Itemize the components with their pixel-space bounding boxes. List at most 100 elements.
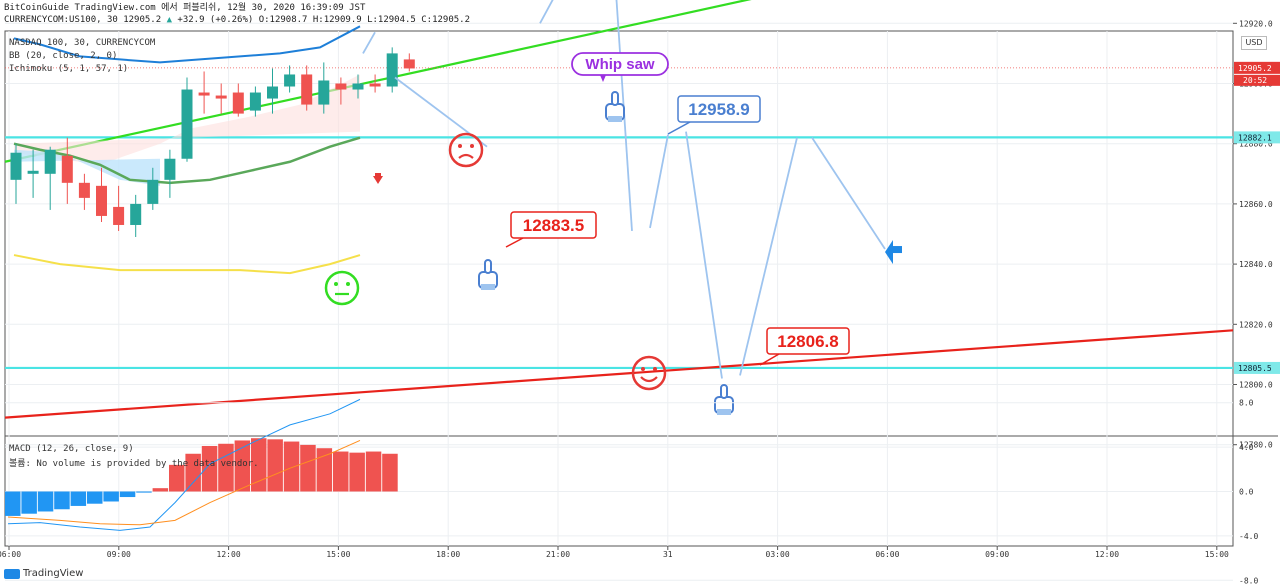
- cloud-area: [14, 74, 360, 165]
- label-12958: 12958.9: [667, 95, 761, 135]
- macd-line: [7, 398, 361, 531]
- macd-histogram-bar: [267, 439, 283, 492]
- publish-info: BitCoinGuide TradingView.com 에서 퍼블리쉬, 12…: [4, 3, 366, 13]
- confused-face-icon-eye: [458, 144, 462, 148]
- price-axis-label-text: 12882.1: [1238, 133, 1272, 142]
- candle-body: [352, 83, 364, 90]
- candle-body: [386, 53, 398, 87]
- up-triangle-icon: ▲: [166, 15, 172, 25]
- candle-body: [215, 95, 227, 99]
- candle-body: [164, 158, 176, 180]
- legend-ichimoku[interactable]: Ichimoku (5, 1, 57, 1): [9, 64, 129, 74]
- candle-body: [61, 155, 73, 183]
- y-tick-label: 12860.0: [1239, 200, 1273, 209]
- legend-bb[interactable]: BB (20, close, 2, 0): [9, 51, 118, 61]
- smiley-face-icon: [631, 355, 667, 391]
- x-tick-label: 12:00: [217, 550, 241, 559]
- down-arrow-icon: [373, 176, 383, 184]
- projection-arrow: [649, 134, 669, 229]
- label-12806-box: [766, 327, 850, 355]
- countdown-label: [1234, 74, 1280, 86]
- projection-arrow: [811, 137, 886, 250]
- neutral-face-icon-eye: [346, 282, 350, 286]
- candle-body: [284, 74, 296, 87]
- x-tick-label: 15:00: [1205, 550, 1229, 559]
- x-tick-label: 09:00: [107, 550, 131, 559]
- pointing-hand-icon: [611, 91, 619, 106]
- macd-histogram-bar: [234, 440, 251, 492]
- footer-brand-label: TradingView: [23, 568, 84, 579]
- price-axis-label: [1234, 131, 1280, 144]
- left-arrow-icon: [893, 246, 902, 254]
- macd-y-tick-label: -4.0: [1239, 532, 1258, 541]
- footer-brand[interactable]: TradingView: [4, 568, 83, 579]
- x-tick-label: 06:00: [0, 550, 21, 559]
- macd-histogram-bar: [333, 451, 349, 492]
- candle-body: [369, 83, 381, 87]
- x-tick-label: 18:00: [436, 550, 460, 559]
- bb-lower-line: [13, 254, 361, 275]
- candle-body: [96, 185, 107, 216]
- projection-arrow: [739, 137, 798, 376]
- candle-body: [318, 80, 330, 105]
- price-axis-label-text: 12905.2: [1238, 64, 1272, 73]
- last-price: 12905.2: [123, 15, 162, 25]
- price-change: +32.9 (+0.26%): [177, 15, 254, 25]
- whipsaw-pointer: [600, 75, 606, 82]
- pointing-hand-icon: [481, 284, 495, 290]
- macd-histogram-bar: [185, 453, 201, 492]
- bb-upper-line: [13, 25, 361, 64]
- x-tick-label: 03:00: [766, 550, 790, 559]
- candle-body: [27, 170, 39, 174]
- whipsaw-pill: [571, 52, 669, 76]
- price-axis-label: [1234, 61, 1280, 74]
- candle-body: [301, 74, 313, 105]
- label-12883: 12883.5: [505, 211, 597, 248]
- label-12883-box: [510, 211, 597, 239]
- candle-body: [335, 83, 347, 90]
- confused-face-icon-eye: [470, 144, 474, 148]
- y-tick-label: 12880.0: [1239, 140, 1273, 149]
- projection-arrow: [539, 0, 554, 24]
- x-tick-label: 15:00: [326, 550, 350, 559]
- confused-face-icon: [448, 132, 484, 168]
- candle-body: [78, 182, 90, 198]
- x-tick-label: 31: [663, 550, 673, 559]
- macd-histogram-bar: [169, 464, 185, 492]
- y-tick-label: 12800.0: [1239, 381, 1273, 390]
- macd-histogram-bar: [87, 491, 103, 504]
- projection-arrow: [685, 131, 723, 379]
- y-tick-label: 12920.0: [1239, 19, 1273, 28]
- label-12958-box: [677, 95, 761, 123]
- macd-y-tick-label: 4.0: [1239, 443, 1254, 452]
- legend-symbol[interactable]: NASDAQ 100, 30, CURRENCYCOM: [9, 38, 156, 48]
- macd-volume-note: 볼륨: No volume is provided by the data ve…: [9, 459, 259, 469]
- macd-histogram-bar: [70, 491, 87, 506]
- macd-title[interactable]: MACD (12, 26, close, 9): [9, 444, 134, 454]
- macd-histogram-bar: [349, 452, 365, 492]
- macd-y-tick-label: -8.0: [1239, 576, 1258, 585]
- macd-histogram-bar: [365, 451, 382, 492]
- candle-body: [130, 203, 142, 225]
- y-tick-label: 12820.0: [1239, 320, 1273, 329]
- smiley-face-icon-eye: [641, 367, 645, 371]
- label-12958-text: 12958.9: [688, 100, 749, 119]
- tradingview-logo-icon: [4, 568, 20, 579]
- macd-histogram-bar: [251, 438, 267, 492]
- label-12806-text: 12806.8: [777, 332, 838, 351]
- macd-y-tick-label: 0.0: [1239, 488, 1254, 497]
- x-tick-label: 09:00: [985, 550, 1009, 559]
- label-12883-text: 12883.5: [523, 216, 584, 235]
- macd-histogram-bar: [54, 491, 70, 510]
- x-tick-label: 12:00: [1095, 550, 1119, 559]
- pointing-hand-icon: [717, 409, 731, 415]
- candle-body: [232, 92, 244, 114]
- macd-histogram-bar: [300, 444, 316, 492]
- smiley-face-icon-eye: [653, 367, 657, 371]
- price-axis-label-text: 12805.5: [1238, 364, 1272, 373]
- macd-histogram-bar: [201, 445, 218, 492]
- currency-button[interactable]: USD: [1241, 36, 1267, 50]
- whipsaw-label: Whip saw: [585, 56, 655, 73]
- x-tick-label: 06:00: [875, 550, 899, 559]
